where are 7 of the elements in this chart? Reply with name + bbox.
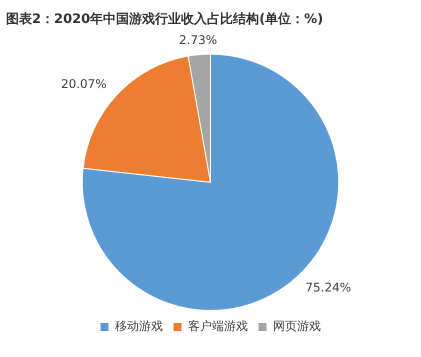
chart-title: 图表2：2020年中国游戏行业收入占比结构(单位：%) <box>6 11 324 28</box>
data-label: 2.73% <box>179 32 218 47</box>
legend-label: 客户端游戏 <box>188 319 248 334</box>
data-label: 20.07% <box>60 77 107 92</box>
legend-label: 网页游戏 <box>273 319 321 334</box>
data-label: 75.24% <box>305 280 352 294</box>
legend-label: 移动游戏 <box>115 319 163 334</box>
